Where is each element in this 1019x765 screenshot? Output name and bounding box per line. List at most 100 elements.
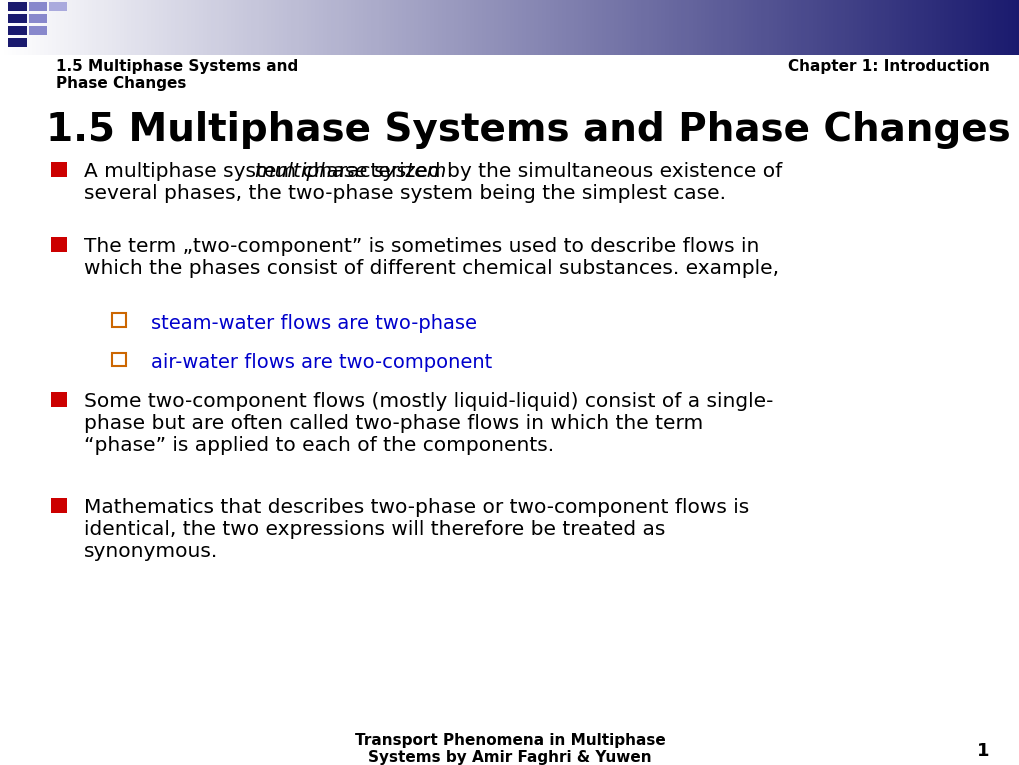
Bar (342, 0, 346, 55)
Bar (566, 0, 570, 55)
Bar (192, 0, 195, 55)
Bar (8, 38, 26, 47)
Bar (203, 0, 207, 55)
Bar (175, 0, 179, 55)
Bar (852, 0, 856, 55)
Bar (100, 0, 104, 55)
Bar (334, 0, 338, 55)
Bar (318, 0, 322, 55)
Bar (788, 0, 792, 55)
Bar (737, 0, 741, 55)
Text: 1.5 Multiphase Systems and Phase Changes: 1.5 Multiphase Systems and Phase Changes (46, 111, 1010, 149)
Bar (729, 0, 733, 55)
Bar (44, 0, 48, 55)
Bar (660, 0, 664, 55)
Bar (251, 0, 255, 55)
Bar (979, 0, 983, 55)
Bar (975, 0, 979, 55)
Bar (140, 0, 144, 55)
Bar (697, 0, 701, 55)
Bar (267, 0, 271, 55)
Bar (760, 0, 764, 55)
Bar (967, 0, 971, 55)
Bar (355, 0, 359, 55)
Bar (215, 0, 219, 55)
Bar (621, 0, 625, 55)
Bar (768, 0, 772, 55)
Bar (820, 0, 824, 55)
Bar (601, 0, 605, 55)
Bar (629, 0, 633, 55)
Bar (776, 0, 781, 55)
Bar (223, 0, 227, 55)
Bar (764, 0, 768, 55)
Bar (255, 0, 259, 55)
Bar (29, 2, 47, 11)
Bar (442, 0, 446, 55)
Bar (8, 14, 26, 23)
Bar (211, 0, 215, 55)
Bar (16, 0, 20, 55)
Bar (278, 0, 282, 55)
Bar (919, 0, 923, 55)
Bar (366, 0, 370, 55)
Bar (733, 0, 737, 55)
Bar (351, 0, 355, 55)
Bar (864, 0, 868, 55)
Bar (207, 0, 211, 55)
Bar (148, 0, 151, 55)
Bar (653, 0, 657, 55)
Bar (299, 0, 303, 55)
Bar (677, 0, 681, 55)
Bar (453, 0, 458, 55)
Bar (155, 0, 159, 55)
Bar (67, 0, 71, 55)
Bar (398, 0, 403, 55)
Bar (362, 0, 366, 55)
Bar (668, 0, 673, 55)
Bar (991, 0, 996, 55)
Bar (756, 0, 760, 55)
Bar (71, 0, 75, 55)
Bar (32, 0, 36, 55)
Bar (637, 0, 641, 55)
Bar (238, 0, 243, 55)
Bar (963, 0, 967, 55)
Bar (8, 26, 26, 35)
Bar (115, 0, 119, 55)
Bar (625, 0, 629, 55)
Bar (832, 0, 836, 55)
Bar (4, 0, 8, 55)
Bar (605, 0, 609, 55)
Bar (167, 0, 171, 55)
Bar (748, 0, 752, 55)
Bar (195, 0, 199, 55)
Bar (501, 0, 505, 55)
Bar (1003, 0, 1007, 55)
Text: Chapter 1: Introduction: Chapter 1: Introduction (787, 59, 988, 74)
Bar (111, 0, 115, 55)
Bar (816, 0, 820, 55)
Bar (493, 0, 497, 55)
Bar (593, 0, 597, 55)
Text: Transport Phenomena in Multiphase
Systems by Amir Faghri & Yuwen
Zhang: Transport Phenomena in Multiphase System… (355, 733, 664, 765)
Bar (88, 0, 92, 55)
Bar (785, 0, 788, 55)
Bar (996, 0, 999, 55)
Bar (828, 0, 832, 55)
Bar (282, 0, 286, 55)
Text: The term „two-component” is sometimes used to describe flows in
which the phases: The term „two-component” is sometimes us… (84, 237, 777, 278)
Bar (892, 0, 896, 55)
Bar (63, 0, 67, 55)
Bar (474, 0, 478, 55)
Bar (645, 0, 649, 55)
Bar (912, 0, 915, 55)
Bar (403, 0, 406, 55)
Bar (338, 0, 342, 55)
Bar (875, 0, 879, 55)
Bar (781, 0, 785, 55)
Bar (948, 0, 952, 55)
Bar (390, 0, 394, 55)
Bar (49, 2, 67, 11)
Bar (956, 0, 959, 55)
